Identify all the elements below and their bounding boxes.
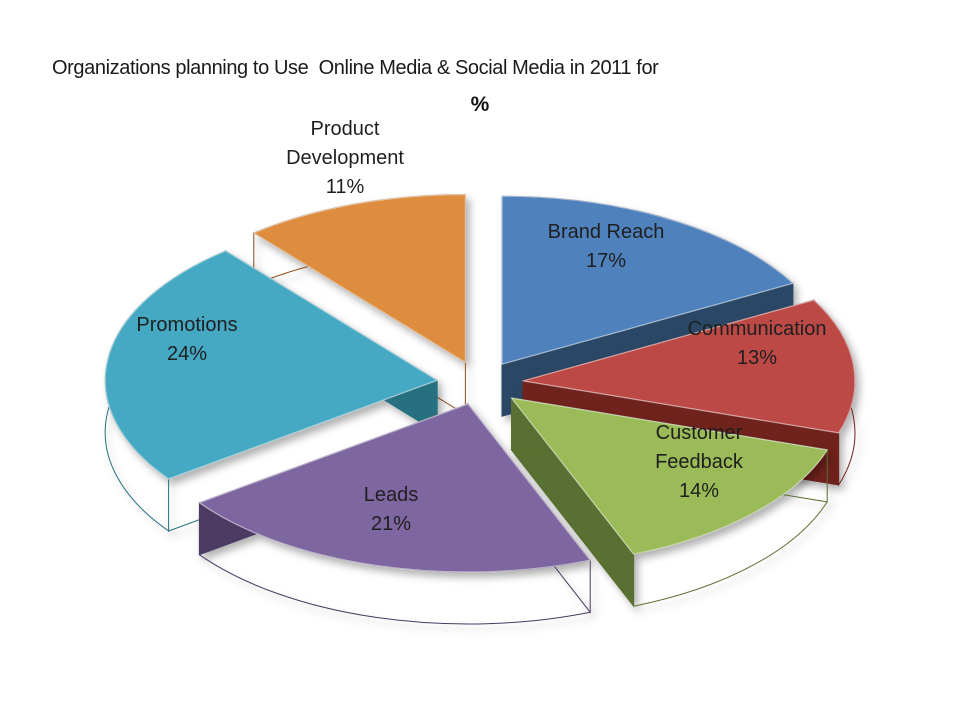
pie-slice-top bbox=[253, 193, 466, 364]
pie-slice-brand-reach bbox=[501, 195, 794, 417]
pie-slice-leads bbox=[198, 402, 592, 625]
pie-label-layer: Brand Reach 17% Communication 13% Customer Fe… bbox=[136, 118, 826, 535]
pie-slice-layer bbox=[104, 193, 856, 625]
slice-label-communication: Communication 13% bbox=[688, 318, 827, 369]
chart-title: Organizations planning to Use Online Med… bbox=[52, 57, 659, 79]
slice-label-leads: Leads 21% bbox=[364, 484, 419, 535]
pie-slice-promotions bbox=[104, 249, 439, 532]
pie-slice-customer-feedback bbox=[510, 396, 829, 608]
pie-slice-top bbox=[501, 195, 794, 365]
pie-slice-top bbox=[522, 299, 856, 434]
slice-label-promotions: Promotions 24% bbox=[136, 314, 237, 365]
pie-slice-product-development bbox=[252, 193, 466, 416]
slice-label-brand-reach: Brand Reach 17% bbox=[548, 221, 665, 272]
pie-slice-top bbox=[510, 397, 828, 555]
pie-slice-top bbox=[198, 403, 591, 573]
unit-percent-label: % bbox=[470, 93, 490, 116]
slice-label-customer-feedback: Customer Feedback 14% bbox=[655, 422, 744, 502]
pie-slice-top bbox=[104, 250, 438, 480]
slice-label-product-development: Product Development 11% bbox=[286, 118, 404, 198]
